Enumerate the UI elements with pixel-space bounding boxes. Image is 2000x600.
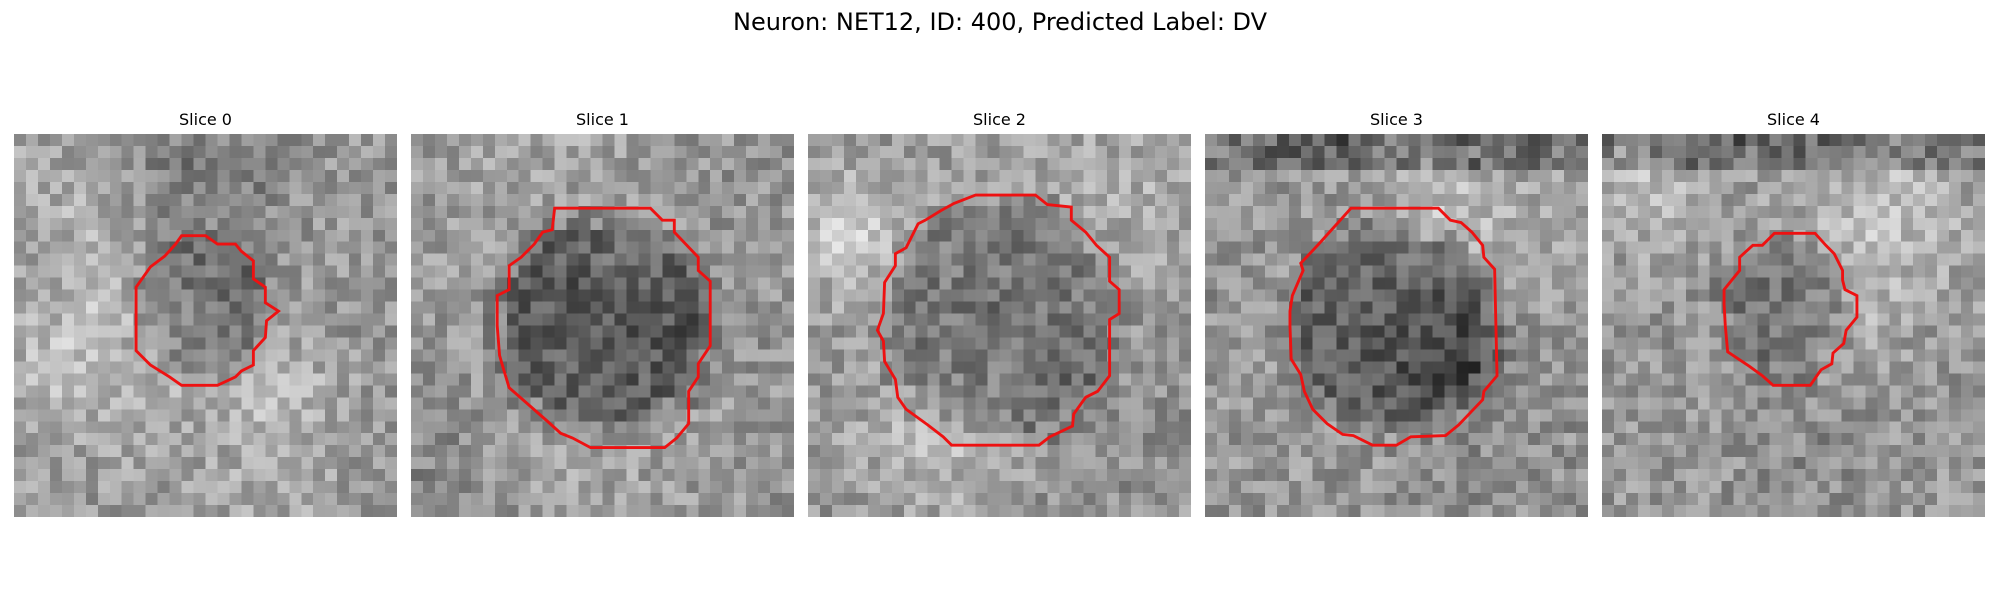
slice-3-pixels <box>1205 134 1588 517</box>
slice-panel-4: Slice 4 <box>1602 108 1985 518</box>
slice-panel-0: Slice 0 <box>14 108 397 518</box>
slice-4-pixels <box>1602 134 1985 517</box>
slice-0-contour <box>134 234 281 387</box>
slice-0-title: Slice 0 <box>179 110 232 129</box>
slice-2-image <box>808 134 1191 517</box>
slice-panel-1: Slice 1 <box>411 108 794 518</box>
slice-3-image <box>1205 134 1588 517</box>
slice-4-contour <box>1722 231 1859 387</box>
slice-3-contour <box>1288 206 1499 447</box>
slice-2-pixels <box>808 134 1191 517</box>
slice-1-pixels <box>411 134 794 517</box>
slice-3-title: Slice 3 <box>1370 110 1423 129</box>
slice-2-contour <box>875 193 1121 447</box>
figure-title: Neuron: NET12, ID: 400, Predicted Label:… <box>732 8 1268 36</box>
slice-1-image <box>411 134 794 517</box>
slice-0-image <box>14 134 397 517</box>
slice-4-image <box>1602 134 1985 517</box>
slice-4-title: Slice 4 <box>1767 110 1820 129</box>
slice-0-pixels <box>14 134 397 517</box>
slice-1-contour <box>495 206 712 450</box>
slice-1-title: Slice 1 <box>576 110 629 129</box>
slice-2-title: Slice 2 <box>973 110 1026 129</box>
slice-panel-3: Slice 3 <box>1205 108 1588 518</box>
slice-panel-2: Slice 2 <box>808 108 1191 518</box>
